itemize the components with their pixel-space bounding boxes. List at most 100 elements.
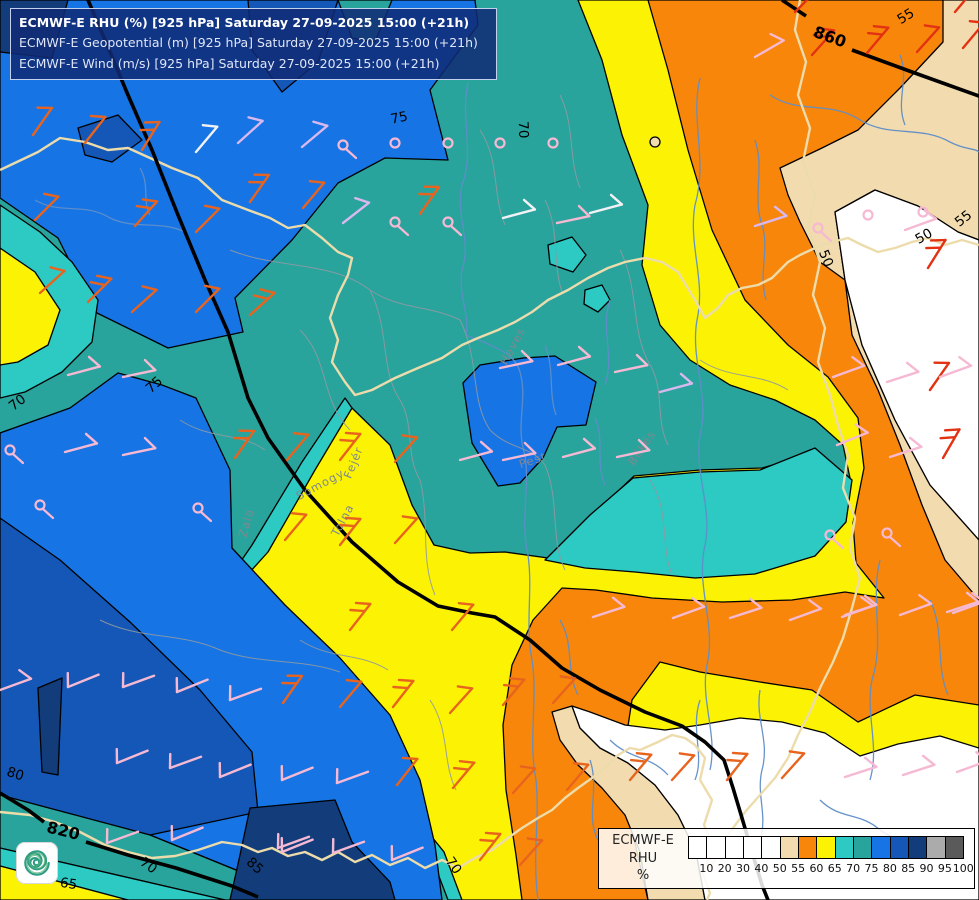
legend-color-cell [780,837,800,858]
wind-barb-icon [390,844,424,862]
wind-barb-icon [139,120,161,152]
wind-barb-icon [753,32,785,59]
wind-barb-icon [389,137,401,149]
wind-barb-icon [121,358,157,379]
wind-barb-icon [945,591,979,614]
wind-barb-icon [0,668,33,692]
wind-barb-icon [280,764,314,782]
wind-barb-icon [458,440,494,462]
wind-barb-icon [843,756,878,779]
wind-barb-icon [248,173,271,204]
wind-barb-icon [588,193,624,215]
wind-barb-icon [301,179,326,210]
legend-color-cell [689,837,708,858]
legend-tick: 60 [809,862,824,875]
wind-barb-icon [341,196,371,225]
legend-color-cell [890,837,910,858]
legend-color-cell [817,837,836,858]
wind-barb-icon [393,515,419,545]
wind-barb-icon [175,676,209,694]
legend-color-cell [762,837,781,858]
wind-barb-icon [337,139,358,160]
legend-tick: 40 [754,862,769,875]
legend-tick: 95 [937,862,952,875]
legend-tick: 80 [882,862,897,875]
wind-barb-icon [615,438,651,459]
wind-barb-icon [451,759,476,790]
wind-barb-icon [953,0,978,14]
wind-barb-icon [881,527,902,548]
wind-barb-icon [105,827,140,845]
wind-barb-icon [788,598,823,622]
wind-barb-icon [448,685,474,715]
wind-barb-icon [34,499,55,520]
legend-tick: 75 [864,862,879,875]
rhu-region-85-90-south [229,799,396,900]
legend-tick: 10 [699,862,714,875]
wind-barb-icon [418,185,441,216]
legend-title: ECMWF-E RHU % [599,832,687,885]
wind-barb-icon [613,353,649,374]
legend-tick: 90 [919,862,934,875]
wind-barbs [0,0,979,867]
wind-barb-icon [565,761,590,792]
wind-barb-icon [233,429,256,460]
rhu-contour-label: 80 [5,764,26,785]
rhu-contour-label: 50 [815,248,836,270]
wind-barb-icon [556,345,592,367]
legend-color-cell [927,837,946,858]
wind-barb-icon [335,767,370,785]
legend-color-cell [725,837,745,858]
wind-barb-icon [450,601,475,632]
wind-barb-icon [338,431,362,462]
rhu-region-lt50-topright [834,189,979,541]
wind-barb-icon [511,765,537,795]
wind-barb-icon [793,0,820,14]
wind-barb-icon [66,355,102,377]
wind-barb-icon [898,593,933,617]
wind-barb-icon [33,192,60,222]
wind-barb-icon [31,106,54,137]
rhu-contour-label: 50 [913,225,936,247]
wind-barb-icon [885,361,920,384]
wind-barb-icon [670,752,696,782]
wind-barb-icon [130,285,158,314]
wind-barb-icon [915,24,941,54]
wind-barb-icon [831,355,866,379]
wind-barb-icon [348,601,372,632]
geopotential-line-820 [0,791,259,899]
wind-barb-icon [501,198,537,220]
wind-barb-icon [192,502,213,523]
wind-barb-icon [170,824,204,842]
wind-barb-icon [498,349,534,370]
wind-barb-icon [671,596,706,620]
wind-barb-icon [121,436,157,457]
wind-barb-icon [843,594,878,617]
wind-barb-icon [86,274,113,304]
rhu-region-dot [649,136,661,148]
wind-barb-icon [555,204,591,225]
wind-barb-icon [862,209,874,221]
wind-barb-icon [961,19,979,50]
legend-title-param: RHU [628,850,658,866]
rhu-region-70-75-swcorner [0,794,306,900]
wind-barb-icon [551,675,577,705]
legend-tick: 55 [791,862,806,875]
legend-color-cell [835,837,855,858]
wind-barb-icon [115,747,149,765]
rhu-region-80-85-patch [77,114,143,163]
wind-barb-icon [938,355,973,379]
wind-barb-icon [865,24,890,55]
legend-tick: 100 [952,862,974,875]
wind-barb-icon [280,836,314,854]
rhu-contour-label: 75 [389,108,409,127]
legend-color-cell [945,837,964,858]
wind-barb-icon [725,751,749,782]
county-borders [99,94,789,791]
wind-barb-icon [501,441,537,462]
title-line-rhu: ECMWF-E RHU (%) [925 hPa] Saturday 27-09… [19,15,470,30]
wind-barb-icon [391,678,415,709]
wind-barb-icon [236,116,264,145]
